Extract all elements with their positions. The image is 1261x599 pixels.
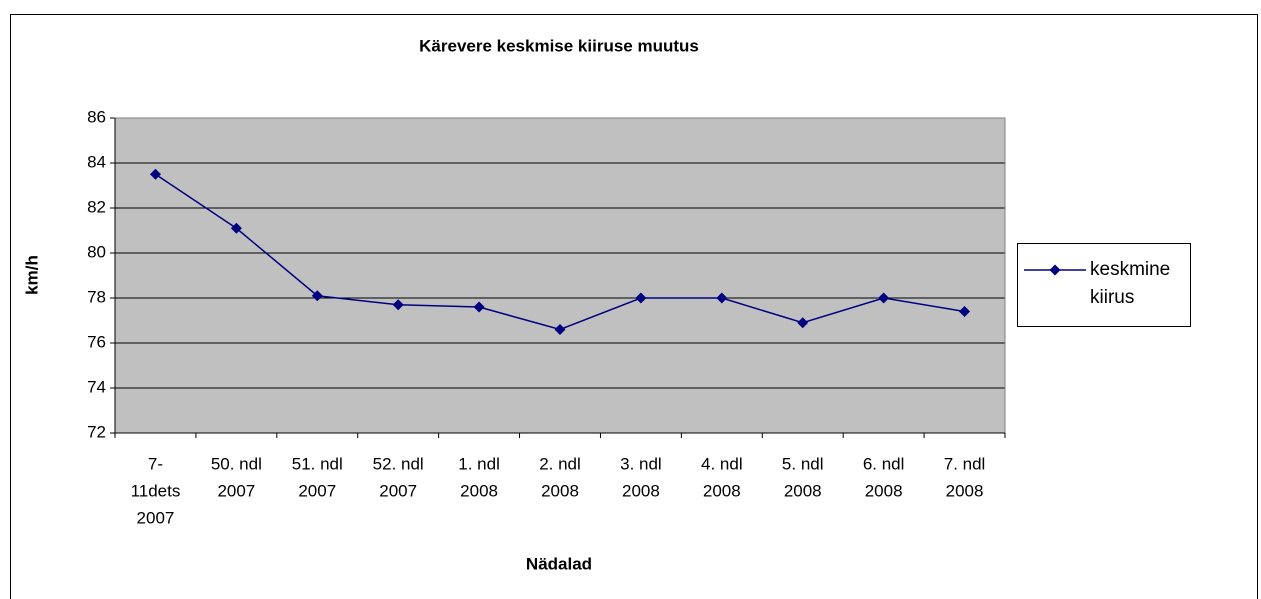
marker <box>230 222 242 234</box>
marker <box>311 290 323 302</box>
y-tick-label: 82 <box>87 197 106 216</box>
x-tick-label: 2008 <box>703 481 741 500</box>
x-tick-label: 2008 <box>865 481 903 500</box>
x-tick-label: 2007 <box>217 481 255 500</box>
plot-area <box>115 118 1005 433</box>
y-tick-label: 76 <box>87 332 106 351</box>
x-tick-label: 2008 <box>946 481 984 500</box>
y-tick-label: 78 <box>87 287 106 306</box>
x-tick-label: 2. ndl <box>539 454 581 473</box>
y-tick-label: 80 <box>87 242 106 261</box>
legend-marker <box>1049 264 1061 276</box>
x-tick-label: 2008 <box>784 481 822 500</box>
y-tick-label: 74 <box>87 377 106 396</box>
x-tick-label: 2007 <box>298 481 336 500</box>
x-tick-label: 6. ndl <box>863 454 905 473</box>
x-tick-label: 50. ndl <box>211 454 262 473</box>
x-tick-label: 4. ndl <box>701 454 743 473</box>
marker <box>554 324 566 335</box>
x-tick-label: 1. ndl <box>458 454 500 473</box>
marker <box>797 317 809 329</box>
y-tick-label: 86 <box>87 107 106 126</box>
x-tick-label: 2007 <box>379 481 417 500</box>
chart-border <box>10 14 1258 599</box>
chart-title: Kärevere keskmise kiiruse muutus <box>419 36 699 55</box>
x-tick-label: 51. ndl <box>292 454 343 473</box>
x-tick-label: 2007 <box>137 508 175 527</box>
x-tick-label: 7- <box>148 454 163 473</box>
x-tick-label: 2008 <box>460 481 498 500</box>
marker <box>959 306 971 317</box>
x-tick-label: 52. ndl <box>373 454 424 473</box>
marker <box>878 292 890 304</box>
x-tick-label: 11dets <box>131 481 181 500</box>
legend-box <box>1017 243 1191 327</box>
marker <box>392 299 404 311</box>
x-axis-title: Nädalad <box>526 554 592 573</box>
marker <box>149 168 161 180</box>
x-tick-label: 2008 <box>541 481 579 500</box>
x-tick-label: 2008 <box>622 481 660 500</box>
marker <box>716 292 728 304</box>
x-tick-label: 3. ndl <box>620 454 662 473</box>
x-tick-label: 5. ndl <box>782 454 824 473</box>
y-tick-label: 84 <box>87 152 106 171</box>
marker <box>473 301 485 313</box>
y-tick-label: 72 <box>87 422 106 441</box>
x-tick-label: 7. ndl <box>944 454 986 473</box>
legend-label: keskmine kiirus <box>1090 259 1170 308</box>
marker <box>635 292 647 304</box>
y-axis-title: km/h <box>22 255 41 295</box>
